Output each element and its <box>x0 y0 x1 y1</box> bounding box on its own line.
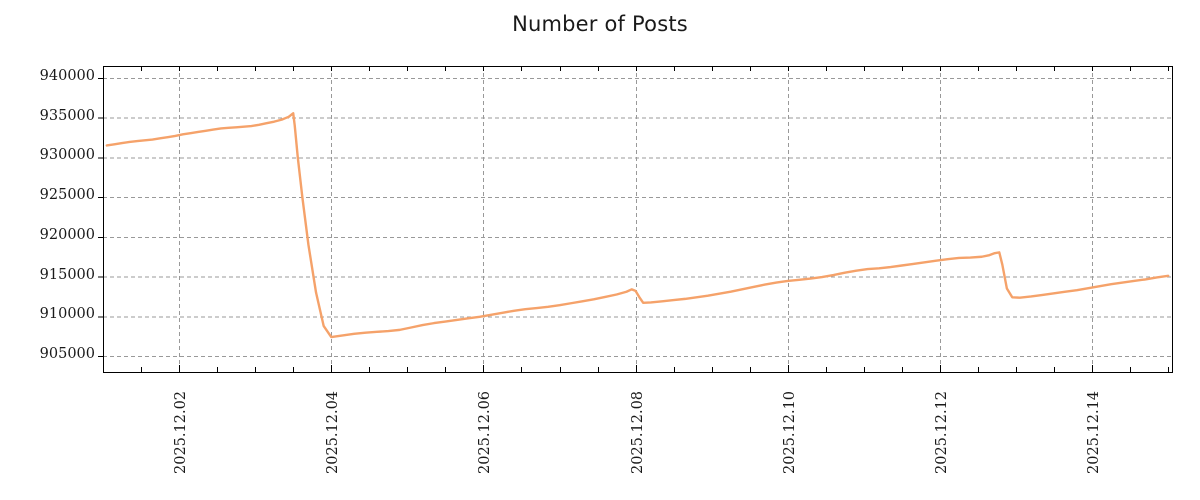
y-axis-tick-label: 905000 <box>39 346 95 363</box>
x-axis-tick-label: 2025.12.06 <box>477 390 494 474</box>
x-axis-tick-label: 2025.12.14 <box>1086 390 1103 474</box>
grid-lines <box>103 66 1172 372</box>
y-axis-tick-label: 935000 <box>39 107 95 124</box>
y-axis-tick-label: 930000 <box>39 147 95 164</box>
y-axis-tick-label: 910000 <box>39 306 95 323</box>
x-axis-tick-label: 2025.12.04 <box>325 390 342 474</box>
x-axis-tick-label: 2025.12.10 <box>781 390 798 474</box>
y-axis-tick-label: 915000 <box>39 266 95 283</box>
series-line <box>105 112 1170 339</box>
x-axis-tick-label: 2025.12.02 <box>173 390 190 474</box>
y-axis-tick-label: 940000 <box>39 67 95 84</box>
data-series-layer <box>105 112 1170 339</box>
axis-ticks <box>98 66 1169 372</box>
y-axis-tick-label: 920000 <box>39 226 95 243</box>
page-title: Number of Posts <box>512 12 688 36</box>
x-axis-tick-label: 2025.12.12 <box>933 390 950 474</box>
x-axis-tick-label: 2025.12.08 <box>629 390 646 474</box>
axis-frame <box>103 66 1173 373</box>
y-axis-tick-label: 925000 <box>39 187 95 204</box>
